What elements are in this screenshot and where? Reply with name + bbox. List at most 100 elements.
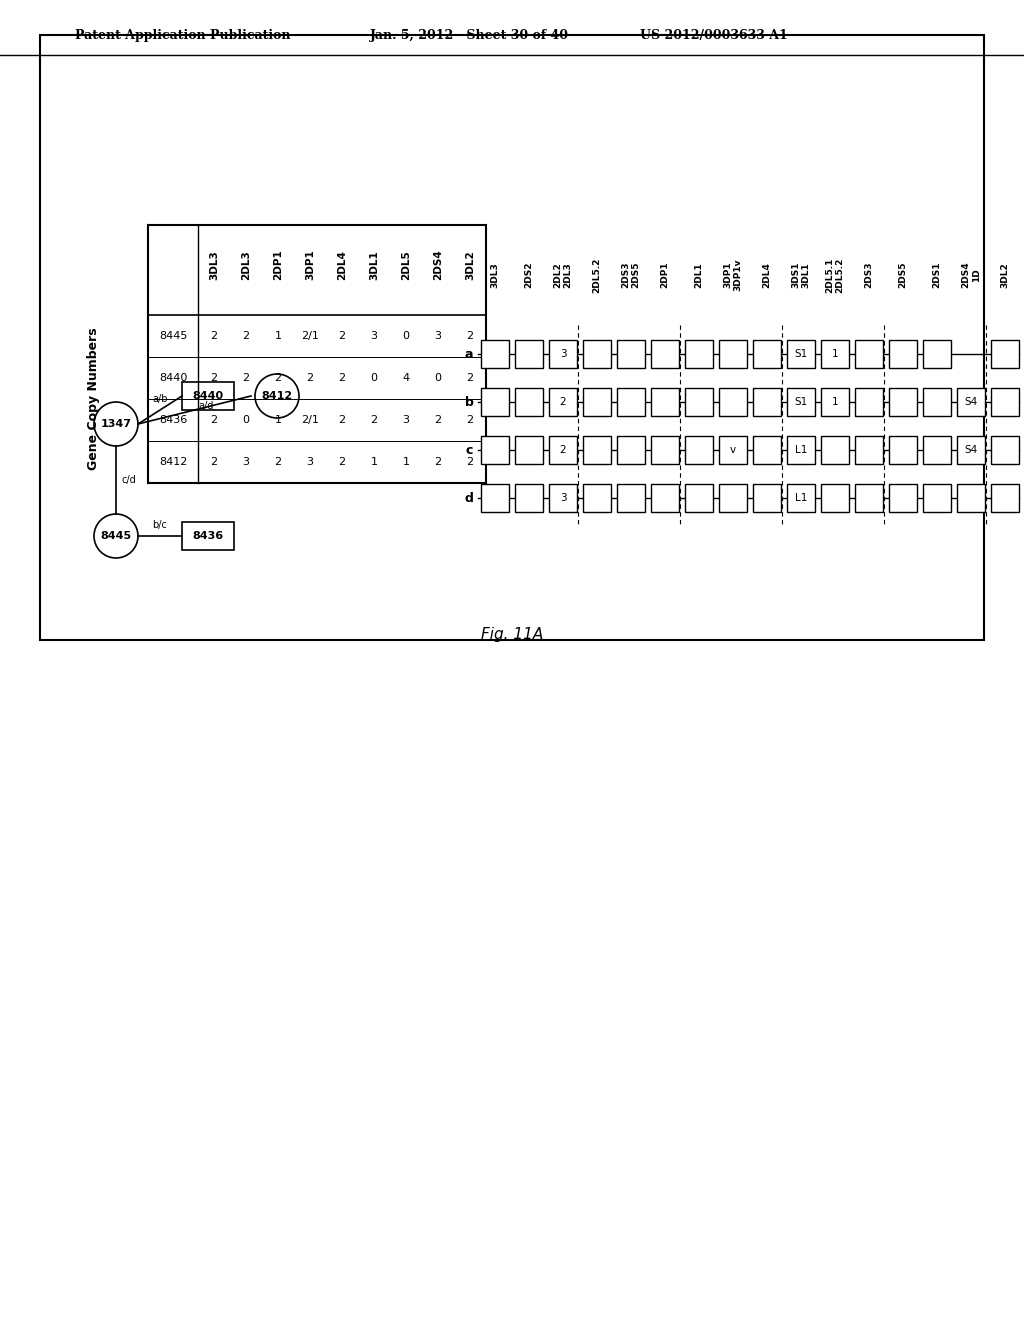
FancyBboxPatch shape bbox=[685, 341, 713, 368]
FancyBboxPatch shape bbox=[685, 484, 713, 512]
Text: 1: 1 bbox=[274, 414, 282, 425]
Text: S1: S1 bbox=[795, 348, 808, 359]
Text: 3DL3: 3DL3 bbox=[490, 263, 500, 288]
FancyBboxPatch shape bbox=[855, 341, 883, 368]
Text: 2: 2 bbox=[467, 457, 473, 467]
FancyBboxPatch shape bbox=[957, 388, 985, 416]
Text: 2: 2 bbox=[467, 331, 473, 341]
Text: 8436: 8436 bbox=[159, 414, 187, 425]
Text: b/c: b/c bbox=[153, 520, 168, 531]
FancyBboxPatch shape bbox=[719, 341, 746, 368]
Text: c/d: c/d bbox=[121, 475, 136, 484]
FancyBboxPatch shape bbox=[617, 388, 645, 416]
FancyBboxPatch shape bbox=[617, 436, 645, 465]
FancyBboxPatch shape bbox=[889, 436, 918, 465]
FancyBboxPatch shape bbox=[957, 436, 985, 465]
FancyBboxPatch shape bbox=[923, 484, 951, 512]
Text: v: v bbox=[730, 445, 736, 455]
Text: 2: 2 bbox=[371, 414, 378, 425]
Text: 2: 2 bbox=[211, 414, 217, 425]
Text: 1: 1 bbox=[831, 397, 839, 407]
Text: 3: 3 bbox=[402, 414, 410, 425]
Text: Jan. 5, 2012   Sheet 30 of 40: Jan. 5, 2012 Sheet 30 of 40 bbox=[370, 29, 569, 41]
FancyBboxPatch shape bbox=[991, 484, 1019, 512]
Text: 2: 2 bbox=[339, 374, 345, 383]
Text: 2: 2 bbox=[339, 414, 345, 425]
FancyBboxPatch shape bbox=[583, 341, 611, 368]
Text: S4: S4 bbox=[965, 445, 978, 455]
FancyBboxPatch shape bbox=[549, 436, 577, 465]
FancyBboxPatch shape bbox=[787, 436, 815, 465]
FancyBboxPatch shape bbox=[787, 341, 815, 368]
Text: 3DL2: 3DL2 bbox=[1000, 263, 1010, 288]
Text: 2DP1: 2DP1 bbox=[660, 261, 670, 288]
Text: US 2012/0003633 A1: US 2012/0003633 A1 bbox=[640, 29, 787, 41]
Text: 8412: 8412 bbox=[159, 457, 187, 467]
Text: 2: 2 bbox=[243, 331, 250, 341]
FancyBboxPatch shape bbox=[821, 341, 849, 368]
Text: 8445: 8445 bbox=[159, 331, 187, 341]
FancyBboxPatch shape bbox=[617, 341, 645, 368]
Text: 8412: 8412 bbox=[261, 391, 293, 401]
Text: 2: 2 bbox=[211, 331, 217, 341]
Text: 2DL2
2DL3: 2DL2 2DL3 bbox=[553, 263, 572, 288]
Text: d: d bbox=[465, 491, 473, 504]
Text: 2: 2 bbox=[434, 457, 441, 467]
Text: 2DL4: 2DL4 bbox=[337, 249, 347, 280]
FancyBboxPatch shape bbox=[821, 484, 849, 512]
Text: 2: 2 bbox=[339, 457, 345, 467]
FancyBboxPatch shape bbox=[821, 436, 849, 465]
FancyBboxPatch shape bbox=[515, 484, 543, 512]
FancyBboxPatch shape bbox=[889, 341, 918, 368]
Text: 3: 3 bbox=[243, 457, 250, 467]
FancyBboxPatch shape bbox=[719, 436, 746, 465]
FancyBboxPatch shape bbox=[957, 484, 985, 512]
FancyBboxPatch shape bbox=[481, 388, 509, 416]
Text: Fig. 11A: Fig. 11A bbox=[481, 627, 543, 643]
FancyBboxPatch shape bbox=[753, 436, 781, 465]
Text: 3DS1
3DL1: 3DS1 3DL1 bbox=[792, 261, 811, 288]
Text: 2DL5.2: 2DL5.2 bbox=[593, 257, 601, 293]
Text: 2DS3: 2DS3 bbox=[864, 261, 873, 288]
Text: 1347: 1347 bbox=[100, 418, 131, 429]
FancyBboxPatch shape bbox=[549, 341, 577, 368]
Text: 3: 3 bbox=[434, 331, 441, 341]
FancyBboxPatch shape bbox=[583, 484, 611, 512]
Text: c: c bbox=[465, 444, 473, 457]
FancyBboxPatch shape bbox=[855, 436, 883, 465]
Text: 8436: 8436 bbox=[193, 531, 223, 541]
FancyBboxPatch shape bbox=[685, 436, 713, 465]
Text: 8440: 8440 bbox=[193, 391, 223, 401]
FancyBboxPatch shape bbox=[617, 484, 645, 512]
Text: 2DS4: 2DS4 bbox=[433, 249, 443, 280]
Text: 2: 2 bbox=[211, 374, 217, 383]
FancyBboxPatch shape bbox=[549, 388, 577, 416]
Text: 3: 3 bbox=[371, 331, 378, 341]
Text: 8440: 8440 bbox=[159, 374, 187, 383]
Text: 2DP1: 2DP1 bbox=[273, 249, 283, 280]
FancyBboxPatch shape bbox=[719, 484, 746, 512]
FancyBboxPatch shape bbox=[651, 484, 679, 512]
FancyBboxPatch shape bbox=[923, 436, 951, 465]
FancyBboxPatch shape bbox=[481, 341, 509, 368]
Text: 2: 2 bbox=[211, 457, 217, 467]
Text: 4: 4 bbox=[402, 374, 410, 383]
FancyBboxPatch shape bbox=[719, 388, 746, 416]
Text: 2DL5.1
2DL5.2: 2DL5.1 2DL5.2 bbox=[825, 257, 845, 293]
Text: 1: 1 bbox=[831, 348, 839, 359]
Text: a/d: a/d bbox=[199, 401, 214, 411]
FancyBboxPatch shape bbox=[787, 388, 815, 416]
FancyBboxPatch shape bbox=[549, 484, 577, 512]
FancyBboxPatch shape bbox=[651, 388, 679, 416]
Text: 2DL1: 2DL1 bbox=[694, 263, 703, 288]
FancyBboxPatch shape bbox=[753, 388, 781, 416]
Text: 0: 0 bbox=[371, 374, 378, 383]
FancyBboxPatch shape bbox=[753, 484, 781, 512]
Text: 2DS2: 2DS2 bbox=[524, 261, 534, 288]
Text: 2DS3
2DS5: 2DS3 2DS5 bbox=[622, 261, 641, 288]
Text: 2DS1: 2DS1 bbox=[933, 261, 941, 288]
Text: 3: 3 bbox=[560, 492, 566, 503]
FancyBboxPatch shape bbox=[787, 484, 815, 512]
Text: S1: S1 bbox=[795, 397, 808, 407]
Text: 0: 0 bbox=[402, 331, 410, 341]
